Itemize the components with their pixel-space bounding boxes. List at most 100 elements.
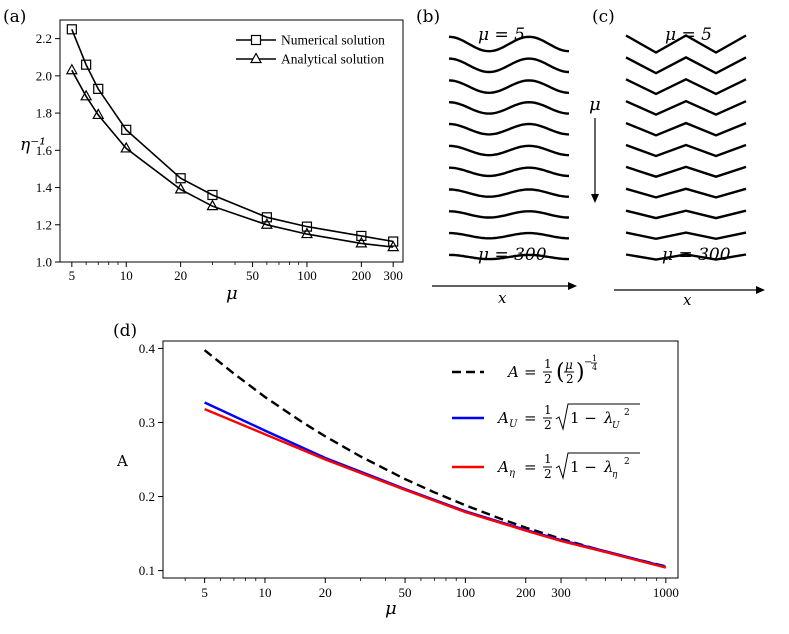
- chart-a-square-marker: [81, 59, 92, 70]
- chart-a-ytick-label: 1.4: [36, 180, 53, 195]
- panel-c-wave: [625, 77, 747, 96]
- chart-d-legend-label: 1 −: [570, 409, 597, 427]
- chart-d-xtick-label: 100: [456, 585, 476, 600]
- chart-d-legend-label: 1 −: [570, 458, 597, 476]
- chart-d-legend-label: η: [509, 468, 515, 479]
- chart-d-xtick-label: 300: [551, 585, 571, 600]
- chart-a-ytick-label: 2.2: [36, 31, 52, 46]
- panel-b-wave: [448, 122, 570, 136]
- chart-d-legend-label: =: [524, 458, 537, 476]
- chart-d-legend-fraction: 2: [544, 372, 552, 386]
- panel-b-wave: [449, 166, 569, 178]
- chart-a-xtick-label: 5: [69, 268, 76, 283]
- chart-a-ytick-label: 1.2: [36, 217, 52, 232]
- chart-d-xtick-label: 50: [399, 585, 412, 600]
- chart-a-square-marker: [388, 236, 399, 247]
- chart-d-legend-fraction: 1: [544, 452, 552, 466]
- chart-a-square-marker: [93, 83, 104, 94]
- chart-a-ytick-label: 1.0: [36, 255, 52, 270]
- chart-d-legend-label: =: [524, 409, 537, 427]
- chart-d-xtick-label: 200: [516, 585, 536, 600]
- panel-b-x-label: x: [498, 289, 507, 307]
- mu-arrow-label: μ: [589, 94, 601, 115]
- mu-arrowhead: [591, 194, 599, 203]
- chart-d-legend-label: 2: [624, 408, 630, 418]
- chart-d-legend-label: (: [556, 360, 565, 385]
- panel-c-x-arrowhead: [756, 286, 765, 294]
- panel-c-top-label: μ = 5: [665, 25, 712, 45]
- chart-d-legend-label: 1: [592, 354, 597, 363]
- chart-a-triangle-marker: [206, 199, 219, 211]
- panel-c-wave: [625, 34, 747, 54]
- chart-d-ytick-label: 0.3: [139, 415, 155, 430]
- chart-d-legend-label: λ: [603, 458, 614, 476]
- chart-d-legend-fraction: 2: [544, 467, 552, 481]
- panel-c-wave: [625, 56, 747, 75]
- chart-d-legend-label: U: [612, 421, 620, 431]
- panel-b-top-label: μ = 5: [478, 25, 525, 45]
- panel-label-b: (b): [416, 7, 440, 27]
- panel-b-bottom-label: μ = 300: [478, 245, 547, 265]
- chart-d-frame: [162, 340, 679, 579]
- chart-d-legend-label: ): [576, 360, 585, 385]
- panel-b-wave: [448, 100, 570, 115]
- panel-c-wave: [625, 165, 747, 178]
- chart-a-xlabel: μ: [226, 283, 238, 304]
- panel-label-a: (a): [3, 7, 26, 27]
- chart-a-xtick-label: 10: [120, 268, 133, 283]
- panel-c-wave: [625, 253, 747, 261]
- panel-c-bottom-label: μ = 300: [662, 245, 731, 265]
- chart-d-ytick-label: 0.2: [139, 489, 155, 504]
- chart-a-triangle-marker: [300, 227, 313, 239]
- wave-panel-c: μ = 5 μ = 300 x: [614, 25, 765, 309]
- chart-d-legend-label: U: [509, 419, 518, 430]
- chart-d-xtick-label: 1000: [653, 585, 679, 600]
- panel-b-wave: [449, 231, 569, 240]
- chart-a-square-marker: [261, 212, 272, 223]
- panel-b-wave: [448, 35, 570, 53]
- chart-d-legend-label: 2: [624, 457, 630, 467]
- chart-a-ytick-label: 1.6: [36, 143, 53, 158]
- chart-d-xtick-label: 20: [319, 585, 332, 600]
- chart-a-xtick-label: 20: [174, 268, 187, 283]
- chart-d-xtick-label: 10: [258, 585, 271, 600]
- chart-d-series-line-1: [204, 401, 667, 569]
- chart-d-ytick-label: 0.1: [139, 563, 155, 578]
- chart-d-series-line-2: [204, 407, 667, 569]
- chart-d-legend-fraction: 2: [544, 418, 552, 432]
- chart-a-square-marker: [301, 221, 313, 232]
- chart-d-legend-label: λ: [603, 409, 614, 427]
- chart-d-legend-fraction: 1: [544, 403, 552, 417]
- panel-c-x-label: x: [683, 291, 692, 309]
- chart-d-legend-label: A: [496, 458, 509, 476]
- panel-c-wave: [625, 99, 747, 116]
- panel-c-wave: [625, 231, 747, 241]
- panel-c-wave: [625, 121, 747, 137]
- chart-d-legend-label: A: [496, 409, 509, 427]
- chart-a-xtick-label: 100: [297, 268, 317, 283]
- chart-a-square-marker: [356, 230, 367, 242]
- chart-a-triangle-marker: [355, 236, 368, 248]
- chart-d-legend-label: A: [506, 363, 519, 381]
- chart-a-legend-triangle: [249, 52, 263, 64]
- chart-a-triangle-marker: [65, 63, 78, 75]
- chart-a-legend-label: Numerical solution: [281, 33, 385, 48]
- panel-b-wave: [448, 144, 570, 157]
- chart-a-legend-square: [250, 34, 262, 46]
- chart-a-ytick-label: 2.0: [36, 68, 52, 83]
- panel-b-wave: [449, 188, 569, 198]
- chart-d-xtick-label: 5: [201, 585, 208, 600]
- chart-a-triangle-marker: [80, 89, 93, 101]
- chart-a-triangle-marker: [387, 240, 400, 252]
- chart-a-triangle-marker: [120, 141, 133, 153]
- panel-b-wave: [448, 79, 570, 95]
- chart-d-ytick-label: 0.4: [139, 341, 156, 356]
- chart-a-ylabel: η⁻¹: [20, 135, 46, 155]
- chart-a-xtick-label: 300: [383, 268, 403, 283]
- chart-a-series-line-square: [71, 29, 394, 243]
- panel-c-wave: [625, 209, 747, 220]
- chart-a-xtick-label: 50: [246, 268, 259, 283]
- panel-label-d: (d): [113, 321, 137, 341]
- panel-c-wave: [625, 187, 747, 199]
